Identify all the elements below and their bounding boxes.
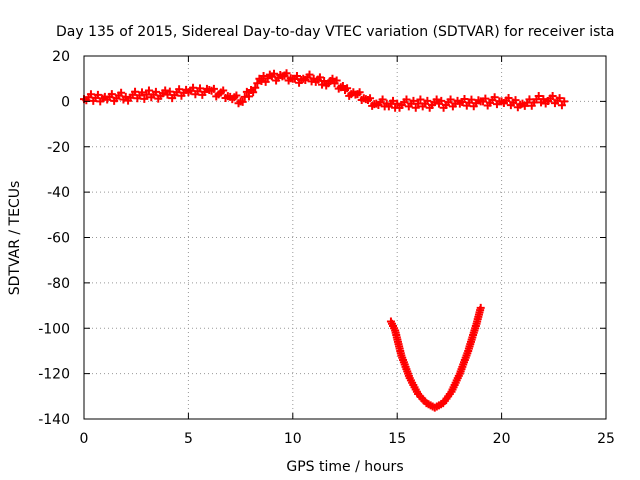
data-point [328, 74, 337, 83]
data-point [338, 81, 347, 90]
data-point [423, 96, 432, 105]
data-point [467, 95, 476, 104]
data-point [151, 87, 160, 96]
data-point [378, 95, 387, 104]
y-tick-label: -80 [47, 276, 70, 292]
data-point [238, 97, 247, 106]
x-tick-label: 20 [493, 431, 511, 447]
data-point [432, 95, 441, 104]
data-point [437, 96, 446, 105]
data-point [209, 84, 218, 93]
data-point [131, 87, 140, 96]
data-point [560, 97, 569, 106]
data-point [219, 86, 228, 95]
data-point [476, 303, 485, 312]
data-point [315, 73, 324, 82]
data-point [511, 96, 520, 105]
y-tick-label: -120 [38, 367, 70, 383]
data-point [292, 71, 301, 80]
series-1 [386, 303, 485, 412]
data-point [411, 103, 420, 112]
data-point [343, 84, 352, 93]
data-point [189, 83, 198, 92]
data-point [402, 95, 411, 104]
y-tick-label: 20 [52, 49, 70, 65]
series-0 [80, 69, 569, 112]
data-point [196, 84, 204, 93]
data-point [282, 69, 291, 78]
data-point [534, 92, 543, 101]
data-point [232, 91, 241, 100]
data-point [366, 94, 375, 103]
data-point [504, 94, 513, 103]
data-point [460, 95, 469, 104]
axis-ticks: 0 5 10 15 20 25 20 0 -20 -40 -60 -80 -100 -120 -140 [38, 49, 615, 447]
y-axis-label: SDTVAR / TECUs [7, 181, 23, 296]
grid-lines [84, 56, 606, 419]
data-point [93, 90, 102, 99]
data-point [253, 79, 262, 88]
data-point [555, 94, 564, 103]
data-point [259, 71, 268, 80]
data-point [525, 95, 534, 104]
data-point [414, 99, 423, 108]
data-point [175, 85, 184, 94]
y-tick-label: -20 [47, 140, 70, 156]
data-point [251, 83, 260, 92]
data-point [138, 88, 146, 97]
data-point [332, 76, 341, 85]
x-tick-label: 0 [80, 431, 89, 447]
x-tick-label: 15 [388, 431, 406, 447]
data-points [80, 69, 569, 412]
data-point [490, 93, 499, 102]
y-tick-label: 0 [61, 94, 70, 110]
data-point [355, 88, 364, 97]
data-point [416, 95, 425, 104]
x-tick-label: 25 [597, 431, 615, 447]
data-point [142, 90, 151, 99]
data-point [86, 90, 95, 99]
x-axis-label: GPS time / hours [286, 459, 403, 475]
data-point [548, 92, 557, 101]
y-tick-label: -40 [47, 185, 70, 201]
data-point [446, 95, 455, 104]
data-point [481, 94, 490, 103]
data-point [244, 92, 253, 101]
data-point [305, 70, 314, 79]
x-tick-label: 5 [184, 431, 193, 447]
data-point [117, 88, 126, 97]
data-point [393, 99, 402, 108]
data-point [270, 69, 279, 78]
data-point [140, 94, 149, 103]
y-tick-label: -60 [47, 231, 70, 247]
data-point [144, 86, 153, 95]
data-point [161, 86, 170, 95]
data-point [165, 87, 174, 96]
x-tick-label: 10 [284, 431, 302, 447]
data-point [389, 96, 398, 105]
data-point [409, 96, 418, 105]
data-point [539, 95, 548, 104]
data-point [107, 90, 116, 99]
chart-title: Day 135 of 2015, Sidereal Day-to-day VTE… [56, 24, 614, 40]
data-point [249, 88, 258, 97]
y-tick-label: -100 [38, 321, 70, 337]
y-tick-label: -140 [38, 412, 70, 428]
